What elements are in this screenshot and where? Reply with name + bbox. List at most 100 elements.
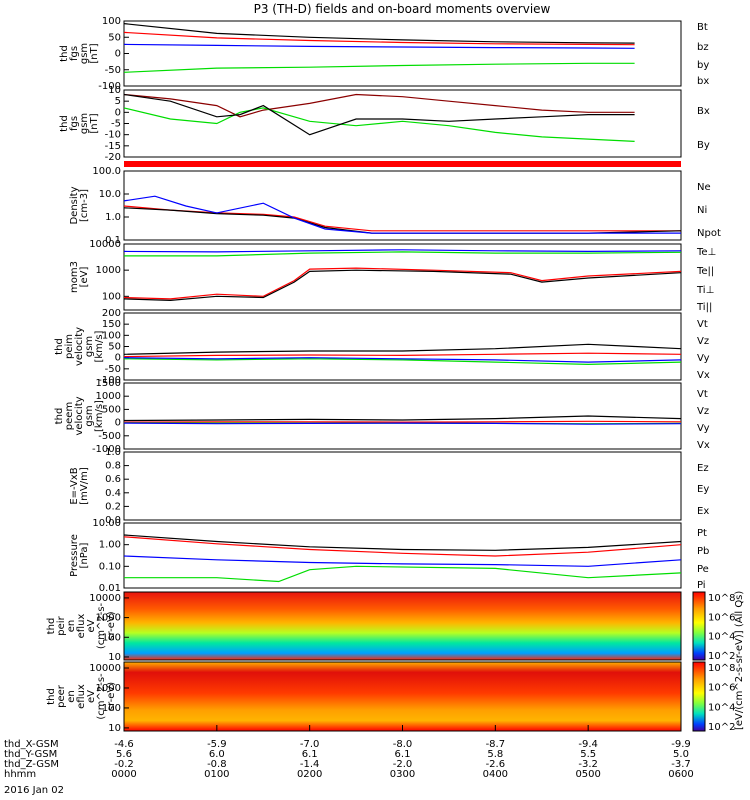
y-tick-label: 1000 <box>96 613 121 624</box>
legend-Bx: Bx <box>697 106 710 117</box>
y-tick-label: -50 <box>105 65 121 76</box>
y-label-line: gsm <box>84 405 95 426</box>
y-label-line: thd <box>46 618 57 635</box>
y-tick-label: -50 <box>105 364 121 375</box>
y-tick-label: 1000 <box>96 391 121 402</box>
y-tick-label: -1000 <box>92 444 121 455</box>
y-label-line: [nPa] <box>79 542 90 568</box>
panel-frame <box>123 312 682 381</box>
y-label-line: Density <box>69 186 80 224</box>
orbit-value: -9.4 <box>578 739 598 750</box>
y-tick-label: 0.01 <box>99 583 121 594</box>
legend-Vy: Vy <box>697 353 710 364</box>
orbit-value: 0100 <box>204 769 229 780</box>
series-line-Vy <box>123 358 682 366</box>
y-axis-label: Pressure [nPa] <box>69 534 90 577</box>
legend-Npot: Npot <box>697 228 721 239</box>
y-label-line: gsm <box>79 43 90 64</box>
legend-Vt: Vt <box>697 389 708 400</box>
series-line-Ne <box>123 205 681 232</box>
y-label-line: velocity <box>74 396 85 435</box>
series-line-Vt <box>123 343 682 355</box>
legend-Vx: Vx <box>697 440 710 451</box>
legend-Vt: Vt <box>697 319 708 330</box>
orbit-label-thd_Y-GSM: thd_Y-GSM <box>4 749 57 760</box>
y-label-line: [eV] <box>79 267 90 288</box>
orbit-value: -8.7 <box>486 739 506 750</box>
legend-Ni: Ni <box>697 205 707 216</box>
legend-Ex: Ex <box>697 506 709 517</box>
series-line-Vx <box>123 422 682 425</box>
legend-Pe: Pe <box>697 564 709 575</box>
legend-Ez: Ez <box>697 463 709 474</box>
y-tick-label: 50 <box>108 32 121 43</box>
series-line-bx <box>123 43 635 49</box>
colorbar-tick-label: 10^4 <box>708 702 735 713</box>
legend-Vy: Vy <box>697 423 710 434</box>
y-tick-label: -100 <box>98 375 121 386</box>
y-label-line: peem <box>64 402 75 430</box>
figure-title: P3 (TH-D) fields and on-board moments ov… <box>254 2 551 16</box>
series-line-trace-2 <box>123 93 635 136</box>
y-tick-label: 1.0 <box>105 212 121 223</box>
y-tick-label: 150 <box>102 319 121 330</box>
panel-8: 10.00 1.00 0.10 0.01 Pressure [nPa] <box>69 518 682 594</box>
legend-Ey: Ey <box>697 484 709 495</box>
series-line-Ni <box>123 207 682 234</box>
y-tick-label: -15 <box>105 141 121 152</box>
legend-Vz: Vz <box>697 406 709 417</box>
y-tick-label: 10000 <box>89 663 121 674</box>
y-label-line: eflux <box>76 614 87 639</box>
spectrogram-1: 10000 1000 100 10 thd peir en eflux eV (cm^2-s-sr… <box>46 591 682 663</box>
series-line-bz <box>123 31 635 46</box>
colorbar-strip-1 <box>692 591 706 661</box>
y-axis-label: thd peer en eflux eV (cm^2-s-sr-eV) <box>46 673 117 720</box>
y-label-line: thd <box>54 408 65 425</box>
series-line-Vz <box>123 352 682 358</box>
colorbar-tick-label: 10^2 <box>708 722 735 733</box>
y-tick-label: 0.10 <box>99 561 121 572</box>
legend-Pi: Pi <box>697 580 706 591</box>
colorbar-tick-label: 10^8 <box>708 663 735 674</box>
y-tick-label: 100 <box>102 703 121 714</box>
y-label-line: thd <box>46 688 57 705</box>
y-label-line: Pressure <box>69 534 80 577</box>
y-tick-label: 0.0 <box>105 515 121 526</box>
series-line-Bx <box>123 93 635 118</box>
y-label-line: en <box>66 620 77 633</box>
y-label-line: peir <box>56 615 67 635</box>
orbit-value: 6.1 <box>395 749 411 760</box>
y-tick-label: -100 <box>98 81 121 92</box>
y-tick-label: 10.00 <box>92 518 121 529</box>
y-axis-label: thd peim velocity gsm [km/s] <box>54 327 105 366</box>
y-label-line: gsm <box>79 113 90 134</box>
y-tick-label: 100 <box>102 291 121 302</box>
date-label: 2016 Jan 02 <box>4 785 64 796</box>
y-tick-label: 0 <box>115 418 121 429</box>
spectrogram-frame <box>123 591 682 661</box>
y-tick-label: 0 <box>115 353 121 364</box>
series-line-Te⊥ <box>123 267 682 300</box>
y-tick-label: -10 <box>105 130 121 141</box>
y-tick-label: 0.4 <box>105 488 121 499</box>
colorbar: 10^810^610^410^210^810^610^410^2[eV/(cm^… <box>692 591 745 733</box>
panel-frame <box>123 451 682 521</box>
orbit-value: 5.0 <box>673 749 689 760</box>
series-line-Vz <box>123 420 682 423</box>
colorbar-tick-label: 10^6 <box>708 612 735 623</box>
orbit-value: -5.9 <box>207 739 227 750</box>
y-tick-label: 10 <box>108 652 121 663</box>
orbit-value: 0200 <box>297 769 322 780</box>
orbit-value: -3.7 <box>671 759 691 770</box>
y-tick-label: 100 <box>102 16 121 27</box>
orbit-value: 0600 <box>668 769 693 780</box>
orbit-value: 6.0 <box>209 749 225 760</box>
y-label-line: fgs <box>69 46 80 61</box>
y-axis-label: thd fgs gsm [nT] <box>59 43 100 64</box>
y-label-line: [nT] <box>89 113 100 133</box>
legend-Bt: Bt <box>697 22 708 33</box>
y-tick-label: -500 <box>98 431 121 442</box>
